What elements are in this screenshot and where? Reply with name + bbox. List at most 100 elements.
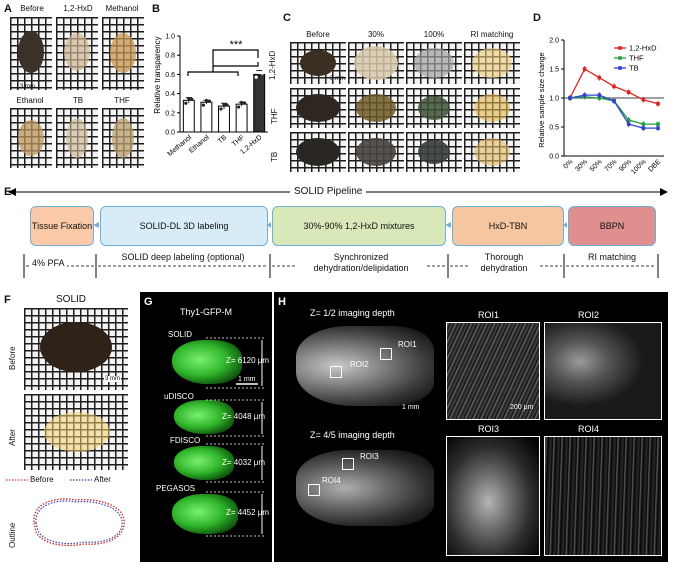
roi2-title: ROI2 bbox=[578, 310, 600, 320]
panel-h-depth1: Z= 1/2 imaging depth bbox=[310, 308, 395, 318]
brain-pegasos bbox=[172, 494, 238, 534]
tissue-ethanol bbox=[18, 120, 44, 156]
roi4-title: ROI4 bbox=[578, 424, 600, 434]
panel-c-row-thf: THF bbox=[270, 108, 279, 124]
panel-d-chart: Relative sample size change 0.0 0.5 1.0 1.5… bbox=[537, 38, 664, 176]
panel-h-label: H bbox=[278, 296, 286, 308]
chart-d-xlabel: 0% bbox=[562, 158, 574, 170]
roi4-image bbox=[544, 436, 662, 556]
chart-b-point bbox=[240, 100, 244, 105]
panel-d-label: D bbox=[533, 12, 541, 24]
tissue bbox=[418, 140, 450, 164]
panel-c-label: C bbox=[283, 12, 291, 24]
panel-c-img-r3c4 bbox=[464, 132, 520, 172]
panel-g-depth-lines bbox=[206, 337, 264, 537]
chart-d-point bbox=[641, 97, 646, 102]
panel-f-legend bbox=[6, 479, 92, 481]
chart-d-xlabel: 70% bbox=[604, 158, 619, 173]
step-hxd-tbn: HxD-TBN bbox=[452, 206, 564, 246]
tissue-methanol bbox=[110, 33, 136, 73]
panel-a-label-hxd: 1,2-HxD bbox=[63, 4, 93, 13]
chart-d-ylabel: Relative sample size change bbox=[537, 52, 546, 147]
chart-d-legend-marker bbox=[618, 46, 622, 50]
note-pfa: 4% PFA bbox=[30, 258, 67, 268]
panel-g-title: Thy1-GFP-M bbox=[180, 307, 233, 317]
panel-f-title: SOLID bbox=[56, 294, 87, 305]
panel-h-roi4-marker bbox=[308, 484, 320, 496]
chart-b-significance: *** bbox=[230, 39, 244, 51]
panel-h-roi3-tag: ROI3 bbox=[360, 452, 379, 461]
panel-a-image-methanol bbox=[102, 17, 144, 90]
chart-d-point bbox=[582, 93, 587, 97]
tissue bbox=[300, 50, 336, 76]
brain-udisco bbox=[174, 400, 234, 434]
tissue bbox=[474, 94, 510, 122]
roi2-image bbox=[544, 322, 662, 420]
panel-c-img-r3c2 bbox=[348, 132, 404, 172]
panel-h-roi3-marker bbox=[342, 458, 354, 470]
chart-d-xlabel: 50% bbox=[589, 158, 604, 173]
method-pegasos: PEGASOS bbox=[156, 484, 196, 493]
chart-b-point bbox=[190, 97, 194, 101]
note-synchronized: Synchronized dehydration/delipidation bbox=[296, 252, 426, 274]
chart-d-point bbox=[626, 118, 631, 122]
chart-b-ytick-label: 0.6 bbox=[165, 72, 175, 79]
roi3-title: ROI3 bbox=[478, 424, 500, 434]
depth-udisco: Z= 4048 μm bbox=[222, 412, 266, 421]
panel-a-label-tb: TB bbox=[72, 96, 84, 105]
chart-d-legend-marker bbox=[618, 66, 622, 70]
panel-c-col-ri: RI matching bbox=[470, 30, 514, 39]
panel-c-img-r1c4 bbox=[464, 42, 520, 84]
roi-scale: 200 μm bbox=[510, 404, 534, 411]
chart-d-point bbox=[656, 122, 660, 126]
step-hxd-mixtures: 30%-90% 1,2-HxD mixtures bbox=[272, 206, 446, 246]
chart-d-point bbox=[626, 90, 631, 94]
panel-f-outline bbox=[33, 498, 125, 547]
chart-d-point bbox=[656, 102, 660, 106]
step-tissue-fixation: Tissue Fixation bbox=[30, 206, 94, 246]
chart-d-ytick-label: 0.0 bbox=[549, 154, 559, 161]
panel-a-label-ethanol: Ethanol bbox=[16, 96, 44, 105]
note-deep-labeling: SOLID deep labeling (optional) bbox=[118, 252, 248, 263]
panel-c-img-r1c3 bbox=[406, 42, 462, 84]
chart-b-point bbox=[225, 103, 229, 107]
panel-c-row-tb: TB bbox=[270, 151, 279, 162]
brain-fdisco bbox=[174, 446, 234, 480]
panel-c-row-hxd: 1,2-HxD bbox=[268, 50, 277, 80]
chart-d-legend-label: 1,2-HxD bbox=[629, 44, 657, 53]
note-ri: RI matching bbox=[586, 252, 638, 263]
chart-d-xlabels: 0% 30% 50% 70% 90%100% DBE bbox=[562, 158, 662, 176]
chart-d-point bbox=[582, 67, 587, 71]
chart-d-point bbox=[641, 122, 646, 126]
chart-d-ytick-label: 1.5 bbox=[549, 67, 559, 74]
tissue-hxd bbox=[64, 33, 90, 71]
panel-h-roi4-tag: ROI4 bbox=[322, 476, 341, 485]
chart-b-point bbox=[207, 99, 211, 103]
depth-pegasos: Z= 4452 μm bbox=[226, 508, 270, 517]
method-udisco: uDISCO bbox=[164, 392, 194, 401]
panel-c-img-r1c1 bbox=[290, 42, 346, 84]
chart-b-point bbox=[243, 101, 247, 105]
panel-b-chart: Relative transparency 0.0 0.2 0.4 0.6 0.8 1.0… bbox=[153, 34, 268, 158]
note-thorough: Thorough dehydration bbox=[470, 252, 538, 274]
chart-d-point bbox=[641, 126, 646, 130]
chart-b-bar bbox=[253, 73, 266, 133]
tissue bbox=[296, 138, 340, 166]
panel-a-image-thf bbox=[102, 108, 144, 168]
chart-d-ytick-label: 2.0 bbox=[549, 38, 559, 45]
step-bbpn: BBPN bbox=[568, 206, 656, 246]
pipeline-connectors bbox=[93, 222, 567, 228]
tissue bbox=[356, 138, 396, 166]
tissue bbox=[296, 94, 340, 122]
panel-h-roi2-tag: ROI2 bbox=[350, 360, 369, 369]
panel-c-img-r1c2 bbox=[348, 42, 404, 84]
chart-d-point bbox=[568, 96, 572, 100]
panel-c-img-r2c3 bbox=[406, 88, 462, 128]
roi3-image bbox=[446, 436, 540, 556]
chart-d-legend-marker bbox=[618, 56, 622, 60]
chart-b-ytick-label: 0.0 bbox=[165, 130, 175, 137]
chart-d-ytick-label: 1.0 bbox=[549, 96, 559, 103]
chart-d-ytick-label: 0.5 bbox=[549, 125, 559, 132]
chart-d-series bbox=[568, 66, 660, 132]
legend-before: Before bbox=[30, 475, 54, 484]
